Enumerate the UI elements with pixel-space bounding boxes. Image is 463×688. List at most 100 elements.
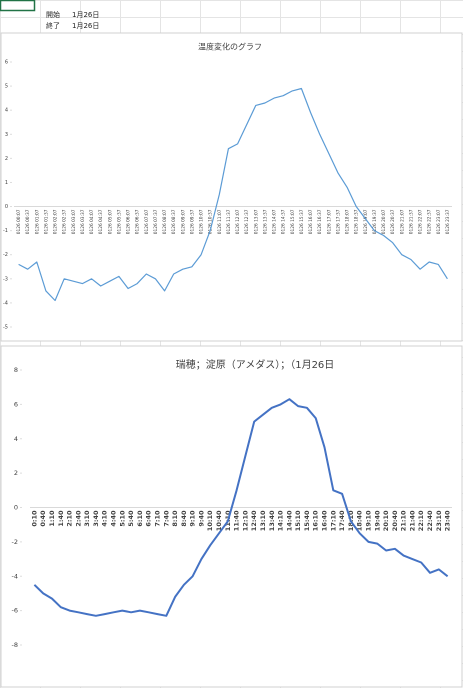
x-tick-label: 10:40 [215,510,223,531]
y-tick-label: -2 [12,538,18,546]
y-tick-label: -5 [3,325,8,331]
y-tick-label: 8 [14,366,18,374]
x-tick-label: 0126 17:37 [335,209,341,234]
y-tick-label: 0 [5,204,8,210]
chart-area[interactable] [0,345,463,688]
x-tick-label: 0126 09:07 [180,209,186,234]
y-tick-label: 1 [5,180,8,186]
x-tick-label: 22:10 [417,510,425,531]
x-tick-label: 0126 19:37 [372,209,378,234]
chart-title: 温度変化のグラフ [198,42,262,52]
cell: 終了 [46,21,60,30]
x-tick-label: 0126 01:07 [34,209,40,234]
y-tick-label: 2 [14,469,18,477]
x-tick-label: 12:10 [241,510,249,531]
y-tick-label: -8 [12,641,18,649]
x-tick-label: 0126 03:07 [71,209,77,234]
x-tick-label: 0126 12:07 [235,209,241,234]
x-tick-label: 13:10 [259,510,267,531]
x-tick-label: 0126 20:37 [390,209,396,234]
x-tick-label: 0126 01:37 [43,209,49,234]
x-tick-label: 0126 23:07 [436,209,442,234]
selected-cell[interactable] [0,0,36,12]
x-tick-label: 4:40 [110,510,118,527]
y-tick-label: -1 [3,228,8,234]
x-tick-label: 23:10 [435,510,443,531]
x-tick-label: 0126 09:37 [189,209,195,234]
x-tick-label: 21:10 [400,510,408,531]
x-tick-label: 0126 00:37 [25,209,31,234]
x-tick-label: 0126 18:37 [354,209,360,234]
x-tick-label: 15:40 [303,510,311,531]
chart-area[interactable] [0,32,463,342]
x-tick-label: 0126 17:07 [326,209,332,234]
x-tick-label: 6:40 [145,510,153,527]
x-tick-label: 0126 14:37 [281,209,287,234]
x-tick-label: 0126 18:07 [345,209,351,234]
x-tick-label: 0126 06:37 [135,209,141,234]
x-tick-label: 1:10 [48,510,56,527]
x-tick-label: 0126 22:37 [427,209,433,234]
x-tick-label: 19:40 [373,510,381,531]
x-tick-label: 22:40 [426,510,434,531]
y-tick-label: 0 [14,504,18,512]
y-tick-label: 5 [5,84,8,90]
y-tick-label: -3 [3,276,8,282]
x-tick-label: 0126 14:07 [272,209,278,234]
y-tick-label: 6 [5,60,8,66]
x-tick-label: 0126 16:07 [308,209,314,234]
x-tick-label: 0:10 [30,510,38,527]
y-tick-label: -4 [3,300,8,306]
x-tick-label: 0126 22:07 [418,209,424,234]
x-tick-label: 5:10 [118,510,126,527]
x-tick-label: 8:10 [171,510,179,527]
x-tick-label: 0126 13:37 [262,209,268,234]
x-tick-label: 0126 15:07 [290,209,296,234]
chart-title: 瑞穂；淀原（アメダス）；（1月26日 [176,358,335,371]
x-tick-label: 0126 02:07 [53,209,59,234]
x-tick-label: 3:10 [83,510,91,527]
x-tick-label: 0126 10:37 [208,209,214,234]
x-tick-label: 0126 15:37 [299,209,305,234]
x-tick-label: 0126 21:07 [399,209,405,234]
x-tick-label: 0126 08:07 [162,209,168,234]
x-tick-label: 20:10 [382,510,390,531]
x-tick-label: 2:10 [66,510,74,527]
x-tick-label: 0126 13:07 [253,209,259,234]
x-tick-label: 7:10 [153,510,161,527]
x-tick-label: 21:40 [408,510,416,531]
x-tick-label: 0126 21:37 [408,209,414,234]
y-tick-label: 2 [5,156,8,162]
x-tick-label: 13:40 [268,510,276,531]
x-tick-label: 0126 16:37 [317,209,323,234]
x-tick-label: 0126 12:37 [244,209,250,234]
y-tick-label: -6 [12,607,18,615]
x-tick-label: 9:10 [189,510,197,527]
x-tick-label: 16:10 [312,510,320,531]
data-line [33,398,449,617]
x-tick-label: 0126 11:07 [217,209,223,234]
y-tick-label: -2 [3,252,8,258]
y-tick-label: 3 [5,132,8,138]
x-tick-label: 17:40 [338,510,346,531]
x-tick-label: 14:10 [277,510,285,531]
x-tick-label: 7:40 [162,510,170,527]
x-tick-label: 0126 20:07 [381,209,387,234]
x-tick-label: 0126 07:07 [144,209,150,234]
x-tick-label: 0126 19:07 [363,209,369,234]
y-tick-label: 4 [14,435,18,443]
x-tick-label: 0126 05:37 [116,209,122,234]
x-tick-label: 0126 07:37 [153,209,159,234]
cell: 1月26日 [72,11,99,19]
x-tick-label: 23:40 [444,510,452,531]
x-tick-label: 0126 23:37 [445,209,451,234]
x-tick-label: 0126 04:07 [89,209,95,234]
data-line [18,87,448,302]
x-tick-label: 5:40 [127,510,135,527]
x-tick-label: 0126 04:37 [98,209,104,234]
x-tick-label: 4:10 [101,510,109,527]
y-tick-label: 4 [5,108,8,114]
cell: 開始 [46,10,60,19]
